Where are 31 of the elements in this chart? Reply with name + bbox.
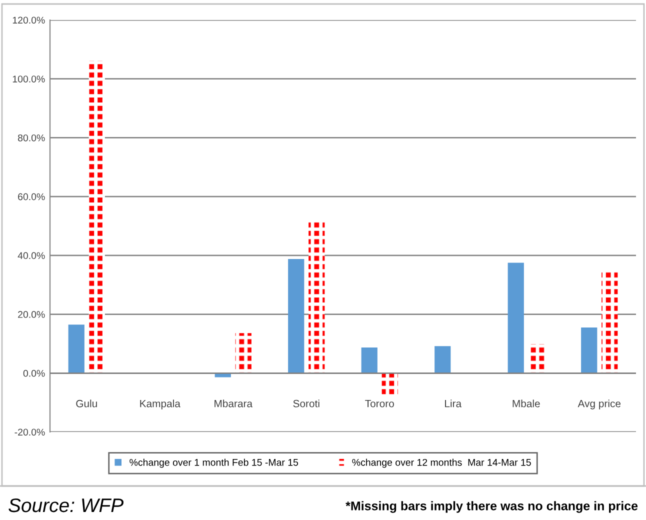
bar — [602, 271, 618, 374]
source-note: Source: WFP — [8, 498, 124, 512]
y-tick-label: 100.0% — [12, 76, 45, 82]
x-tick-label: Tororo — [365, 400, 394, 408]
x-tick-label: Avg price — [578, 400, 621, 410]
x-tick-label: Lira — [445, 400, 462, 408]
bar — [434, 346, 451, 374]
legend-label: %change over 1 month Feb 15 -Mar 15 — [130, 458, 298, 468]
x-tick-label: Kampala — [140, 400, 180, 410]
bar — [508, 262, 524, 374]
x-tick-label: Soroti — [293, 400, 320, 408]
bar — [288, 258, 304, 374]
y-tick-label: 40.0% — [18, 252, 45, 260]
bar — [308, 222, 325, 374]
bar — [235, 333, 252, 374]
legend-label: %change over 12 months Mar 14-Mar 15 — [352, 458, 531, 468]
y-tick-label: 120.0% — [12, 16, 45, 24]
bar — [382, 373, 398, 395]
bar — [88, 60, 105, 374]
x-tick-label: Gulu — [76, 400, 97, 408]
bar — [68, 324, 84, 374]
y-tick-label: 80.0% — [18, 134, 45, 142]
bar — [361, 348, 378, 374]
text: *Missing bars imply there was no change in price — [346, 501, 638, 513]
x-tick-label: Mbale — [512, 400, 540, 408]
x-tick-label: Mbarara — [214, 400, 253, 408]
y-tick-label: -20.0% — [14, 428, 45, 436]
y-tick-label: 20.0% — [18, 311, 45, 318]
y-tick-label: 60.0% — [18, 193, 45, 200]
y-tick-label: 0.0% — [23, 370, 45, 377]
bar — [581, 328, 598, 374]
